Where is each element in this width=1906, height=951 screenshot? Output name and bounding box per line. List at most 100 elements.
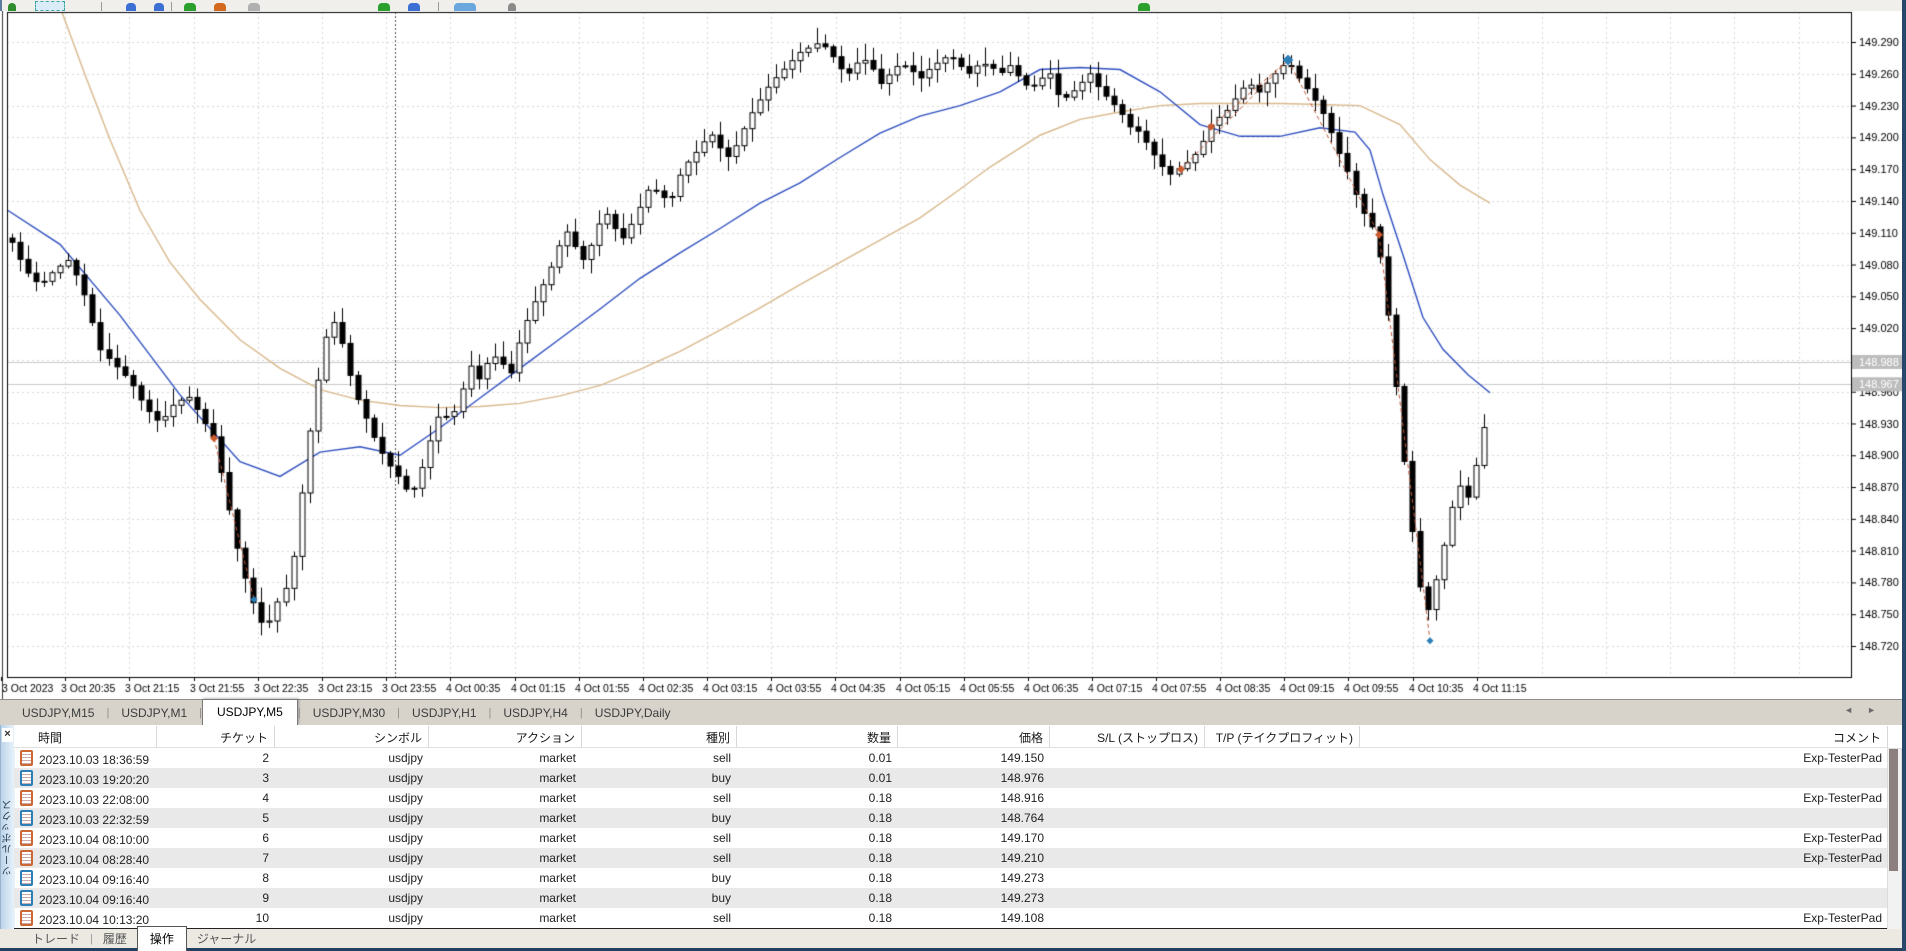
cell-volume: 0.01: [868, 771, 892, 785]
cell-price: 149.273: [1000, 891, 1044, 905]
cell-type: sell: [712, 751, 731, 765]
cell-action: market: [539, 771, 576, 785]
chart-timeframe-tab[interactable]: USDJPY,M5: [202, 699, 298, 725]
table-row[interactable]: 2023.10.04 09:16:40 9 usdjpy market buy 0.18 1…: [14, 888, 1888, 908]
crosshair-tool-selected[interactable]: [35, 1, 65, 11]
operations-table[interactable]: 2023.10.03 18:36:59 2 usdjpy market sell 0.01…: [14, 748, 1888, 928]
cell-price: 149.210: [1000, 851, 1044, 865]
chart-timeframe-tab[interactable]: USDJPY,Daily: [594, 706, 671, 720]
cursor-tool-icon[interactable]: [8, 3, 16, 11]
table-row[interactable]: 2023.10.03 19:20:20 3 usdjpy market buy 0.01 1…: [14, 768, 1888, 788]
chart-timeframe-tab[interactable]: USDJPY,H4: [503, 706, 568, 720]
cell-action: market: [539, 891, 576, 905]
tab-separator: |: [297, 707, 301, 719]
chart-timeframe-tab[interactable]: USDJPY,M15: [22, 706, 95, 720]
column-header-symbol[interactable]: シンボル: [275, 726, 429, 747]
cell-price: 149.150: [1000, 751, 1044, 765]
table-bottom-border: [14, 928, 1888, 929]
toolbar-divider-2[interactable]: [171, 2, 172, 11]
chart-timeframe-tab[interactable]: USDJPY,M30: [312, 706, 386, 720]
table-row[interactable]: 2023.10.04 08:10:00 6 usdjpy market sell 0.18…: [14, 828, 1888, 848]
cell-comment: Exp-TesterPad: [1803, 751, 1882, 765]
table-row[interactable]: 2023.10.04 09:16:40 8 usdjpy market buy 0.18 1…: [14, 868, 1888, 888]
column-header-time[interactable]: 時間: [14, 726, 157, 747]
cell-ticket: 5: [262, 811, 269, 825]
cell-action: market: [539, 871, 576, 885]
cell-action: market: [539, 911, 576, 925]
new-order-icon[interactable]: [214, 3, 226, 11]
cell-comment: Exp-TesterPad: [1803, 831, 1882, 845]
cell-comment: Exp-TesterPad: [1803, 911, 1882, 925]
cell-symbol: usdjpy: [388, 871, 423, 885]
cell-ticket: 9: [262, 891, 269, 905]
indicators-icon[interactable]: [378, 3, 390, 11]
objects-list-icon[interactable]: [454, 3, 476, 11]
tab-scroll-arrows: ◄ ►: [1844, 705, 1876, 715]
cell-price: 149.273: [1000, 871, 1044, 885]
cell-action: market: [539, 831, 576, 845]
cell-volume: 0.18: [868, 791, 892, 805]
toolbox-panel: ツールボックス × 時間 チケット シンボル アクション 種別 数量 価格 S/L (ストップ…: [0, 725, 1902, 951]
cell-action: market: [539, 851, 576, 865]
scrollbar-thumb[interactable]: [1889, 749, 1898, 871]
column-header-type[interactable]: 種別: [582, 726, 737, 747]
price-chart[interactable]: [0, 11, 1902, 699]
column-header-comment[interactable]: コメント: [1360, 726, 1888, 747]
toolbar-divider-3[interactable]: [438, 2, 439, 11]
window-corner-icon[interactable]: [508, 3, 516, 11]
toolbox-tab[interactable]: トレード: [32, 932, 81, 946]
column-header-volume[interactable]: 数量: [737, 726, 898, 747]
toolbox-tab[interactable]: 履歴: [102, 932, 127, 946]
cell-type: buy: [711, 891, 731, 905]
templates-icon[interactable]: [408, 3, 420, 11]
table-row[interactable]: 2023.10.03 18:36:59 2 usdjpy market sell 0.01…: [14, 748, 1888, 768]
cell-time: 2023.10.03 22:08:00: [14, 789, 157, 807]
chart-timeframe-tab[interactable]: USDJPY,H1: [412, 706, 477, 720]
chart-timeframe-tab[interactable]: USDJPY,M1: [121, 706, 188, 720]
pause-icon[interactable]: [248, 3, 260, 11]
column-header-action[interactable]: アクション: [429, 726, 582, 747]
zoom-out-icon[interactable]: [154, 3, 164, 11]
cell-symbol: usdjpy: [388, 851, 423, 865]
tab-scroll-right-icon[interactable]: ►: [1867, 705, 1876, 715]
column-header-tp[interactable]: T/P (テイクプロフィット): [1205, 726, 1360, 747]
column-header-sl[interactable]: S/L (ストップロス): [1050, 726, 1205, 747]
tab-separator: |: [397, 707, 401, 719]
column-header-ticket[interactable]: チケット: [157, 726, 275, 747]
table-row[interactable]: 2023.10.03 22:32:59 5 usdjpy market buy 0.18 1…: [14, 808, 1888, 828]
cell-time: 2023.10.03 18:36:59: [14, 749, 157, 767]
cell-action: market: [539, 751, 576, 765]
cell-time: 2023.10.04 08:28:40: [14, 849, 157, 867]
table-row[interactable]: 2023.10.03 22:08:00 4 usdjpy market sell 0.18…: [14, 788, 1888, 808]
cell-symbol: usdjpy: [388, 891, 423, 905]
column-header-price[interactable]: 価格: [898, 726, 1050, 747]
cell-type: sell: [712, 851, 731, 865]
cell-price: 148.976: [1000, 771, 1044, 785]
toolbox-tab[interactable]: ジャーナル: [196, 932, 257, 946]
cell-action: market: [539, 811, 576, 825]
table-row[interactable]: 2023.10.04 10:13:20 10 usdjpy market sell 0.1…: [14, 908, 1888, 928]
cell-action: market: [539, 791, 576, 805]
cell-ticket: 7: [262, 851, 269, 865]
operations-table-header: 時間 チケット シンボル アクション 種別 数量 価格 S/L (ストップロス) T/P (テイ…: [14, 726, 1888, 748]
tab-scroll-left-icon[interactable]: ◄: [1844, 705, 1854, 715]
close-panel-button[interactable]: ×: [2, 728, 13, 742]
cell-comment: Exp-TesterPad: [1803, 791, 1882, 805]
table-scrollbar[interactable]: [1887, 748, 1902, 930]
cell-type: buy: [711, 871, 731, 885]
chart-tab-bar: USDJPY,M15 | USDJPY,M1 | USDJPY,M5 | USDJPY,M3…: [0, 699, 1902, 725]
autotrading-icon[interactable]: [1138, 3, 1150, 11]
toolbox-vertical-label[interactable]: ツールボックス: [0, 725, 15, 951]
buy-deal-icon: [20, 889, 33, 906]
cell-time: 2023.10.04 09:16:40: [14, 869, 157, 887]
toolbox-tab[interactable]: 操作: [136, 925, 187, 951]
table-row[interactable]: 2023.10.04 08:28:40 7 usdjpy market sell 0.18…: [14, 848, 1888, 868]
cell-ticket: 6: [262, 831, 269, 845]
cell-volume: 0.18: [868, 831, 892, 845]
cell-time: 2023.10.03 19:20:20: [14, 769, 157, 787]
sell-deal-icon: [20, 789, 33, 806]
toolbar-divider-1[interactable]: [101, 2, 102, 11]
refresh-icon[interactable]: [184, 3, 196, 11]
cell-price: 149.170: [1000, 831, 1044, 845]
zoom-in-icon[interactable]: [126, 3, 136, 11]
